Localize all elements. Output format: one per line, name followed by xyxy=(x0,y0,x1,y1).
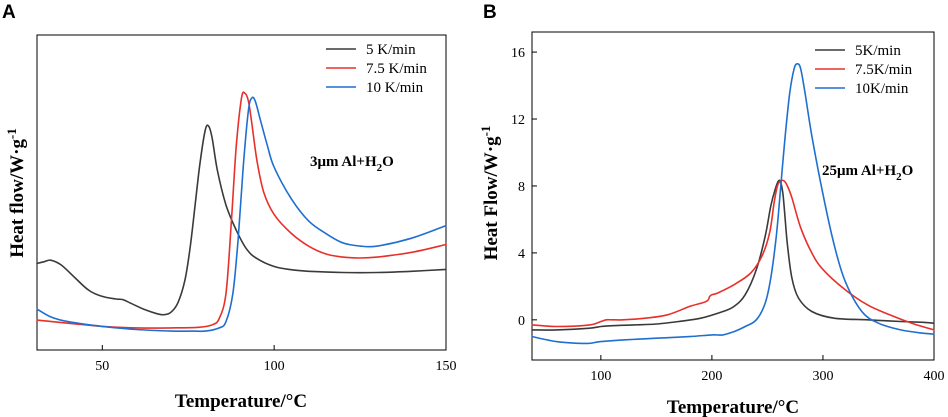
panel-b-series-5k-min xyxy=(531,179,935,331)
panel-b-x-axis-title: Temperature/°C xyxy=(667,397,799,417)
panel-a-x-tick-label: 50 xyxy=(95,359,109,374)
panel-a-legend-label: 7.5 K/min xyxy=(366,61,427,77)
panel-a-plot-frame xyxy=(36,34,447,351)
panel-a-x-tick-label: 150 xyxy=(436,359,457,374)
panel-b-x-tick-label: 300 xyxy=(812,369,833,384)
panel-b-letter: B xyxy=(483,2,497,23)
panel-a-series xyxy=(36,91,447,333)
panel-a-annotation: 3μm Al+H2O xyxy=(310,154,394,174)
panel-a-series-5-k-min xyxy=(36,124,447,316)
panel-b-plot-frame xyxy=(531,31,935,361)
panel-a-letter: A xyxy=(2,2,16,23)
panel-b-ticks: 100 200 300 400 0 4 8 12 16 xyxy=(511,46,945,384)
panel-b-x-tick-label: 100 xyxy=(590,369,611,384)
panel-b-legend-label: 10K/min xyxy=(855,81,909,97)
panel-a-x-tick-label: 100 xyxy=(264,359,285,374)
panel-b-legend-label: 5K/min xyxy=(855,43,901,59)
panel-a-ticks: 50 100 150 xyxy=(95,345,457,374)
panel-b-x-tick-label: 200 xyxy=(701,369,722,384)
panel-b-y-tick-label: 4 xyxy=(518,247,525,262)
panel-a-legend-label: 10 K/min xyxy=(366,80,424,96)
panel-a-y-axis-title: Heat flow/W·g-1 xyxy=(4,128,28,258)
panel-b: B 100 200 300 400 0 4 8 12 16 5K/min 7.5K/min 10K/… xyxy=(478,2,945,417)
panel-a: A 50 100 150 5 K/min 7.5 K/min 10 K/min 3μm … xyxy=(2,2,457,412)
panel-a-x-axis-title: Temperature/°C xyxy=(175,391,307,412)
panel-b-series-7-5k-min xyxy=(531,179,935,331)
panel-b-y-tick-label: 8 xyxy=(518,180,525,195)
panel-b-y-tick-label: 12 xyxy=(511,113,525,128)
panel-a-legend: 5 K/min 7.5 K/min 10 K/min xyxy=(326,42,427,96)
panel-a-legend-label: 5 K/min xyxy=(366,42,416,58)
panel-b-y-tick-label: 16 xyxy=(511,46,525,61)
panel-b-legend: 5K/min 7.5K/min 10K/min xyxy=(815,43,913,97)
panel-a-series-7-5-k-min xyxy=(36,91,447,329)
panel-b-series xyxy=(531,63,935,345)
panel-b-x-tick-label: 400 xyxy=(924,369,945,384)
panel-b-y-tick-label: 0 xyxy=(518,314,525,329)
panel-b-y-axis-title: Heat Flow/W·g-1 xyxy=(478,126,502,261)
panel-b-series-10k-min xyxy=(531,63,935,345)
panel-a-series-10-k-min xyxy=(36,96,447,333)
panel-b-annotation: 25μm Al+H2O xyxy=(822,163,913,183)
panel-b-legend-label: 7.5K/min xyxy=(855,62,913,78)
